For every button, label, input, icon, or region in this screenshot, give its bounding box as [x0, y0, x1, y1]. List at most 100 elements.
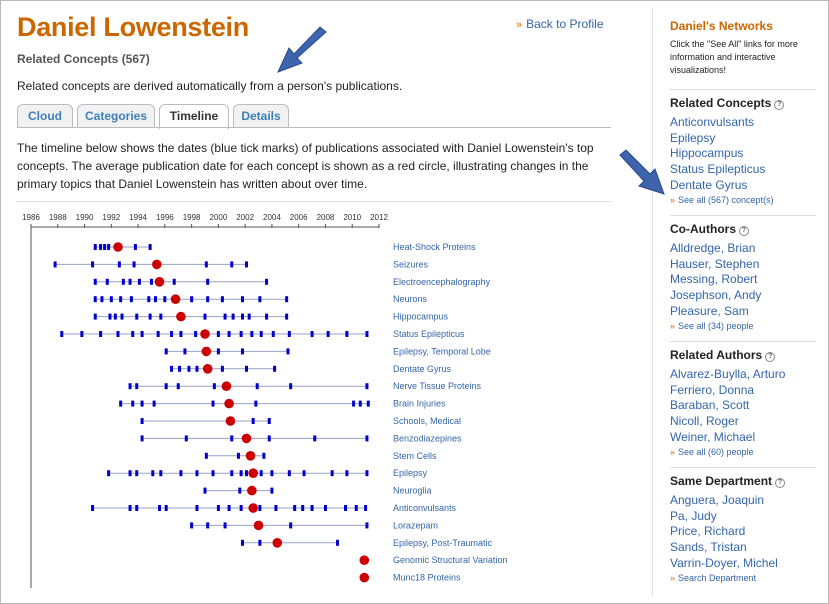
person-link[interactable]: Josephson, Andy — [670, 288, 762, 303]
concept-label-link[interactable]: Brain Injuries — [393, 399, 446, 409]
person-link[interactable]: Pa, Judy — [670, 508, 717, 523]
concept-label-link[interactable]: Epilepsy, Temporal Lobe — [393, 346, 491, 356]
average-date-marker — [248, 468, 258, 479]
concept-link[interactable]: Epilepsy — [670, 130, 716, 145]
publication-tick — [93, 278, 97, 285]
concept-label-link[interactable]: Heat-Shock Proteins — [393, 242, 476, 252]
person-link[interactable]: Messing, Robert — [670, 272, 758, 287]
publication-tick — [255, 383, 259, 390]
search-department-link[interactable]: » Search Department — [670, 573, 816, 583]
publication-tick — [129, 296, 133, 303]
person-link[interactable]: Alvarez-Buylla, Arturo — [670, 367, 786, 381]
person-link[interactable]: Baraban, Scott — [670, 398, 750, 413]
publication-tick — [116, 331, 120, 337]
person-link[interactable]: Varrin-Doyer, Michel — [670, 555, 778, 570]
person-link[interactable]: Ferriero, Donna — [670, 382, 755, 397]
publication-tick — [105, 278, 109, 285]
tab-cloud[interactable]: Cloud — [17, 104, 73, 128]
see-all-concepts-link[interactable]: » See all (567) concept(s) — [670, 195, 816, 205]
year-tick-label: 1990 — [76, 213, 94, 222]
average-date-marker — [241, 433, 252, 444]
person-link[interactable]: Nicoll, Roger — [670, 414, 739, 429]
publication-tick — [216, 505, 220, 511]
publication-tick — [117, 261, 121, 268]
back-to-profile-link[interactable]: » Back to Profile — [516, 17, 604, 31]
concept-label-link[interactable]: Schools, Medical — [393, 416, 461, 426]
concept-label-link[interactable]: Benzodiazepines — [393, 433, 462, 443]
help-icon[interactable]: ? — [765, 352, 776, 362]
publication-tick — [259, 470, 263, 477]
concept-label-link[interactable]: Epilepsy — [393, 468, 428, 478]
help-icon[interactable]: ? — [774, 100, 785, 110]
publication-tick — [265, 278, 269, 285]
publication-tick — [176, 383, 180, 390]
concept-label-link[interactable]: Status Epilepticus — [393, 329, 465, 339]
publication-tick — [365, 383, 369, 390]
section-heading-label: Co-Authors — [670, 222, 736, 236]
publication-tick — [107, 244, 111, 250]
publication-tick — [140, 418, 144, 424]
person-link[interactable]: Price, Richard — [670, 524, 746, 539]
concept-link[interactable]: Dentate Gyrus — [670, 177, 748, 192]
tab-categories[interactable]: Categories — [77, 104, 155, 128]
person-link[interactable]: Hauser, Stephen — [670, 256, 760, 271]
concept-label-link[interactable]: Epilepsy, Post-Traumatic — [393, 538, 493, 548]
person-link[interactable]: Pleasure, Sam — [670, 303, 749, 318]
average-date-marker — [225, 416, 236, 426]
tab-details[interactable]: Details — [233, 104, 289, 128]
see-all-coauthors-link[interactable]: » See all (34) people — [670, 321, 816, 331]
help-icon[interactable]: ? — [775, 478, 786, 488]
section-related-authors: Related Authors? Alvarez-Buylla, Arturo … — [670, 341, 816, 457]
publication-tick — [270, 470, 274, 477]
publication-tick — [190, 296, 194, 303]
concept-link[interactable]: Hippocampus — [670, 146, 744, 161]
concept-label-link[interactable]: Munc18 Proteins — [393, 573, 461, 583]
concept-label-link[interactable]: Electroencephalography — [393, 277, 491, 287]
average-date-marker — [221, 381, 232, 391]
chevron-right-icon: » — [670, 446, 676, 457]
publication-tick — [211, 470, 215, 477]
concept-label-link[interactable]: Genomic Structural Variation — [393, 555, 507, 565]
publication-tick — [184, 435, 188, 442]
average-date-marker — [176, 311, 186, 322]
concept-label-link[interactable]: Neuroglia — [393, 486, 432, 496]
publication-tick — [223, 313, 227, 320]
concept-label-link[interactable]: Neurons — [393, 294, 428, 304]
concept-label-link[interactable]: Dentate Gyrus — [393, 364, 452, 374]
publication-tick — [170, 331, 174, 337]
publication-tick — [179, 470, 183, 477]
publication-tick — [310, 505, 314, 511]
concept-label-link[interactable]: Nerve Tissue Proteins — [393, 381, 482, 391]
concept-label-link[interactable]: Stem Cells — [393, 451, 437, 461]
publication-tick — [156, 331, 160, 337]
concept-link[interactable]: Status Epilepticus — [670, 162, 766, 177]
publication-tick — [204, 452, 208, 459]
concept-label-link[interactable]: Anticonvulsants — [393, 503, 457, 513]
concept-label-link[interactable]: Hippocampus — [393, 312, 449, 322]
tab-timeline[interactable]: Timeline — [159, 104, 229, 129]
see-all-related-authors-link[interactable]: » See all (60) people — [670, 447, 816, 457]
publication-tick — [93, 296, 97, 303]
see-all-label: See all (60) people — [678, 446, 754, 457]
average-date-marker — [113, 242, 123, 252]
publication-tick — [190, 522, 194, 529]
concept-label-link[interactable]: Seizures — [393, 259, 429, 269]
concept-label-link[interactable]: Lorazepam — [393, 520, 438, 530]
publication-tick — [286, 348, 290, 355]
publication-tick — [240, 296, 244, 303]
publication-tick — [107, 470, 111, 477]
publication-tick — [236, 452, 240, 459]
publication-tick — [187, 365, 191, 372]
concept-link[interactable]: Anticonvulsants — [670, 115, 755, 129]
help-icon[interactable]: ? — [739, 226, 749, 236]
publication-tick — [119, 296, 123, 303]
publication-tick — [195, 470, 199, 477]
timeline-description: The timeline below shows the dates (blue… — [17, 141, 594, 191]
person-link[interactable]: Anguera, Joaquin — [670, 493, 765, 507]
person-link[interactable]: Alldredge, Brian — [670, 241, 756, 255]
average-date-marker — [154, 277, 165, 287]
publication-tick — [100, 296, 104, 303]
publication-tick — [250, 331, 254, 337]
person-link[interactable]: Weiner, Michael — [670, 429, 756, 444]
person-link[interactable]: Sands, Tristan — [670, 540, 747, 555]
